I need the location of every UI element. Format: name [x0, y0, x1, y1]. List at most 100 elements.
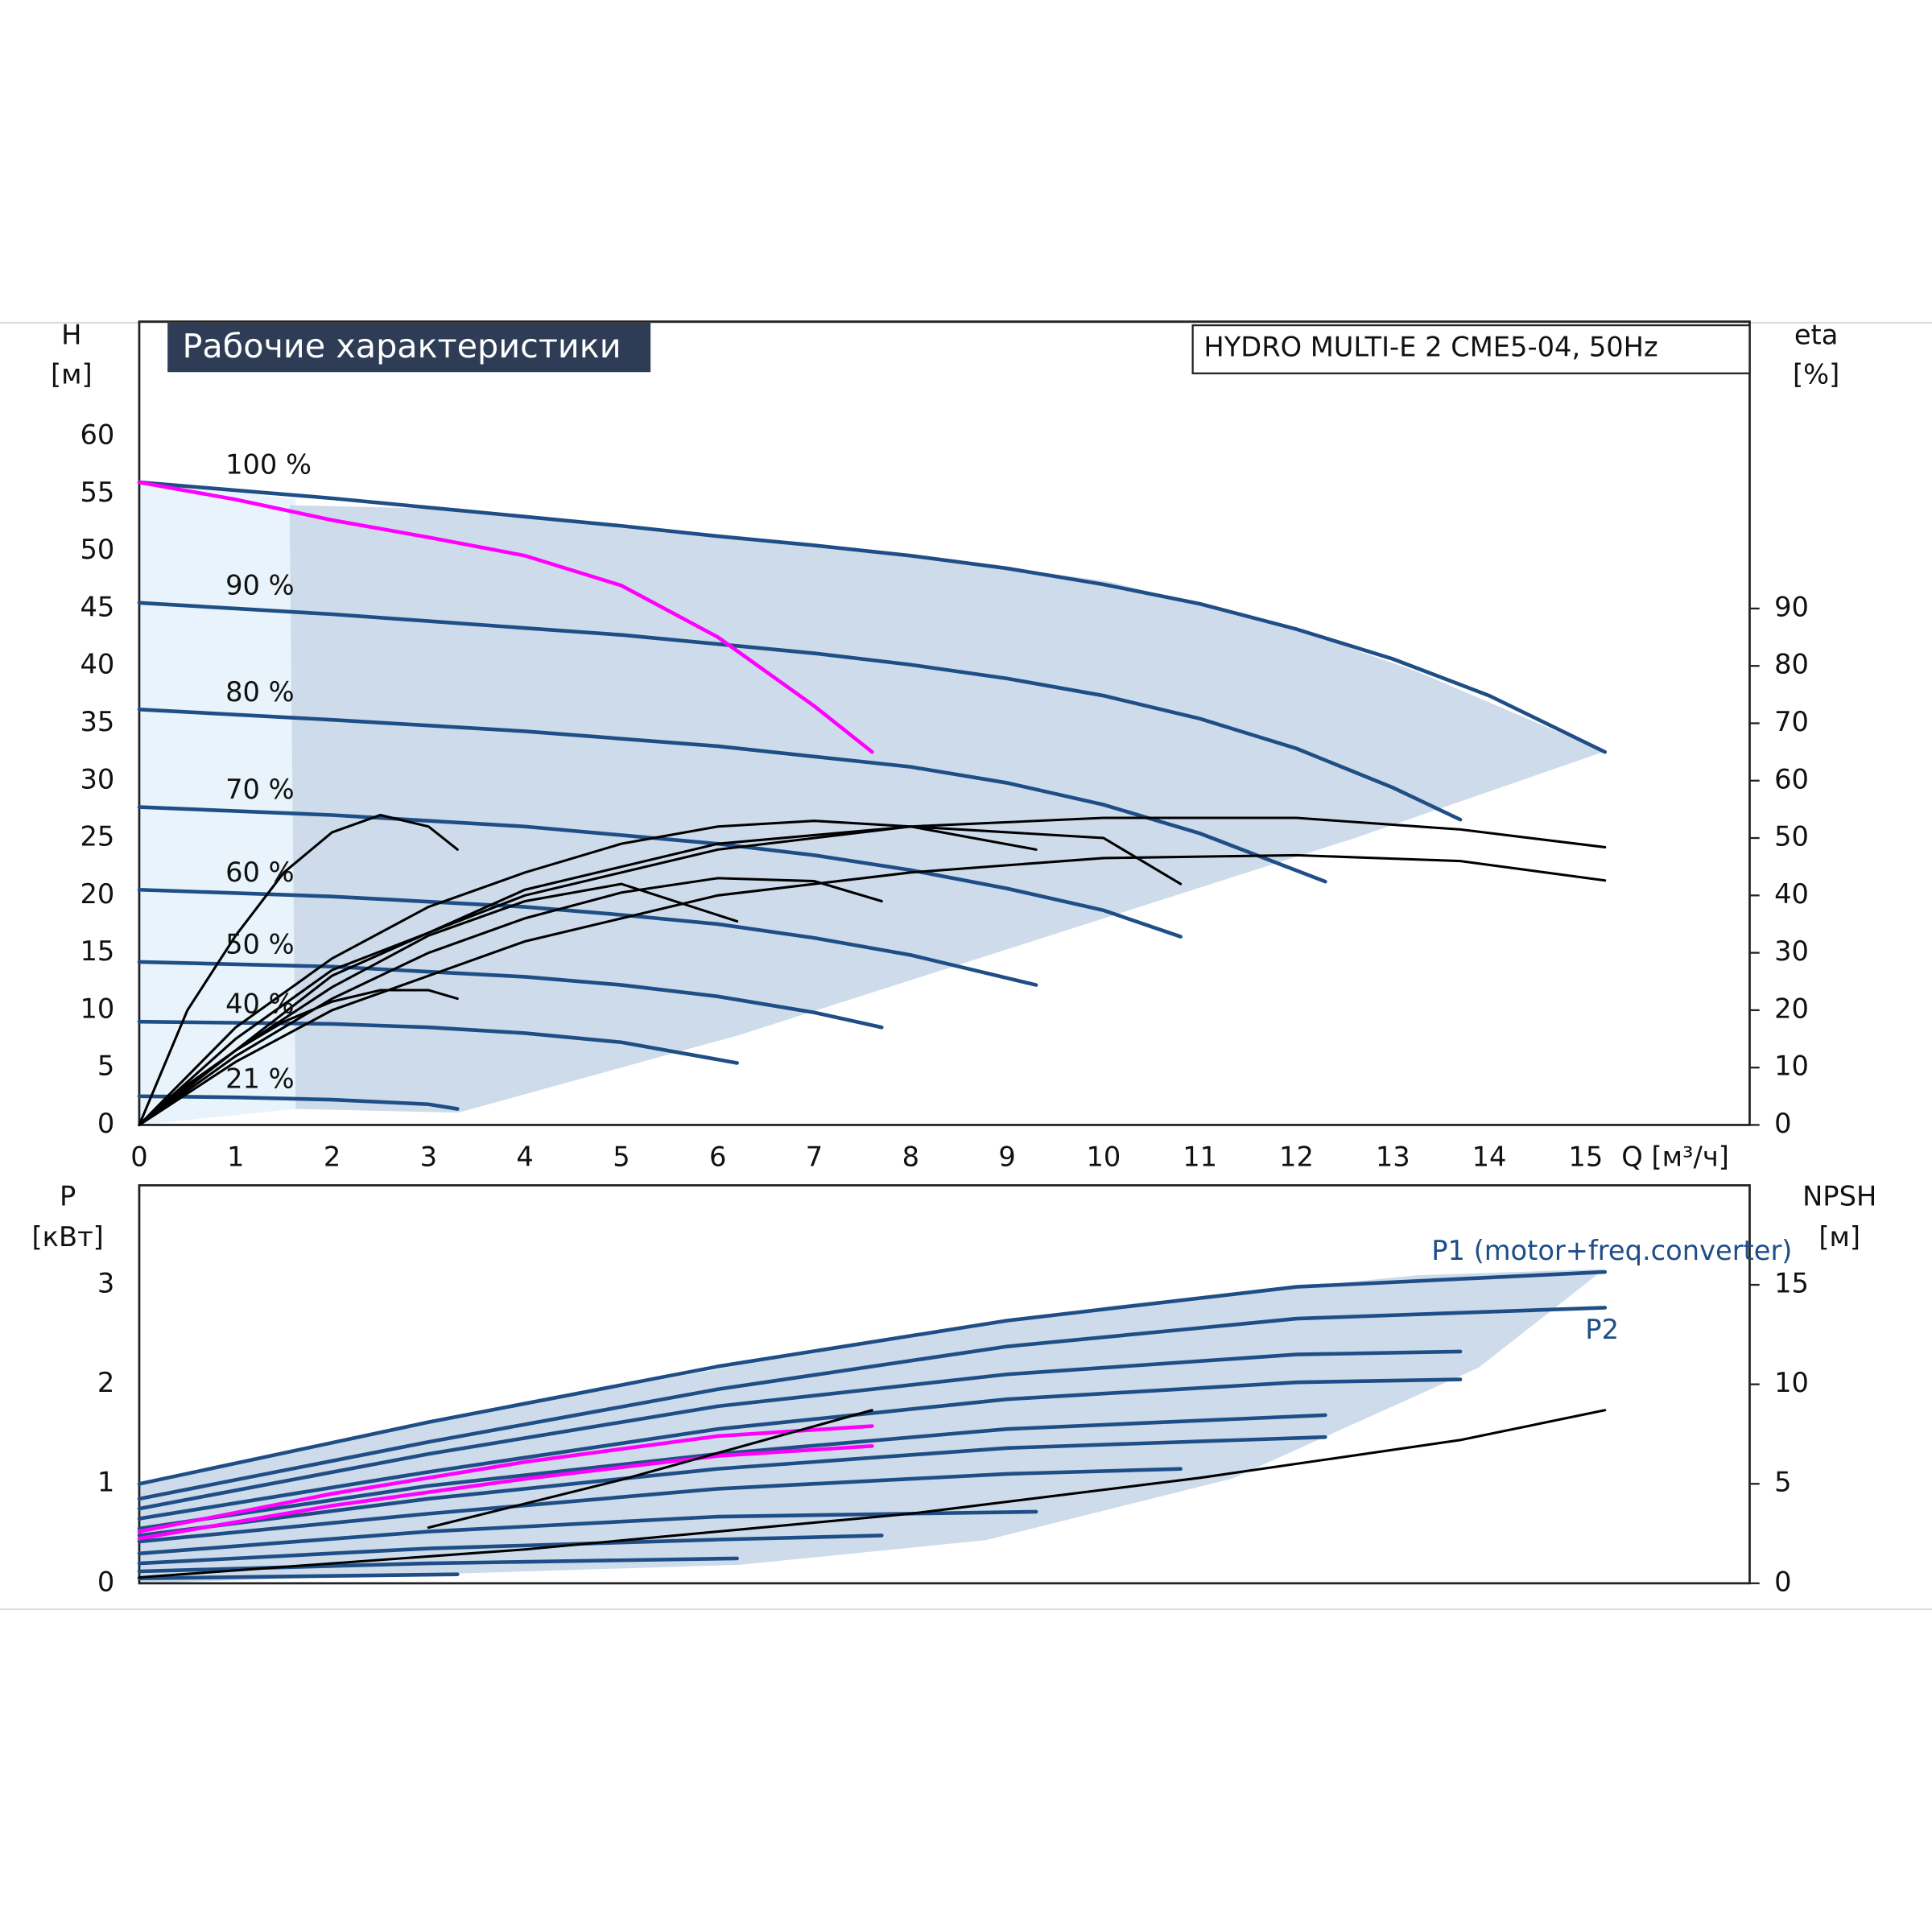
y-tick-label: 25 — [80, 821, 115, 852]
y-tick-label: 10 — [80, 993, 115, 1024]
y2-tick-label: 70 — [1774, 706, 1809, 737]
chart-title: Рабочие характеристики — [183, 327, 621, 365]
series-label: 100 % — [225, 449, 312, 481]
x-tick-label: 4 — [516, 1141, 533, 1172]
y-tick-label: 5 — [97, 1051, 114, 1082]
curve — [137, 887, 1038, 987]
y-tick-label: 1 — [97, 1467, 114, 1498]
curve — [137, 1509, 1038, 1556]
curve — [427, 1409, 873, 1530]
y2-tick-label: 5 — [1774, 1467, 1791, 1498]
x-tick-label: 12 — [1279, 1141, 1314, 1172]
curve — [137, 601, 1463, 822]
y2-tick-label: 15 — [1774, 1268, 1809, 1299]
y-tick-label: 0 — [97, 1108, 114, 1139]
y-tick-label: 30 — [80, 763, 115, 795]
y-tick-label: 15 — [80, 935, 115, 967]
y-tick-label: 45 — [80, 591, 115, 622]
grid — [138, 320, 1760, 1585]
y-axis-unit: [кВт] — [32, 1221, 104, 1253]
y2-axis-label: eta — [1794, 319, 1839, 350]
x-tick-label: 1 — [227, 1141, 244, 1172]
y2-axis-unit: [%] — [1793, 358, 1839, 390]
x-tick-label: 15 — [1568, 1141, 1603, 1172]
y-axis-label: H — [61, 319, 81, 350]
x-tick-label: 7 — [806, 1141, 823, 1172]
y2-tick-label: 10 — [1774, 1367, 1809, 1398]
curve — [138, 813, 459, 1126]
operating-area — [138, 481, 1604, 1583]
series-label: 70 % — [225, 774, 295, 805]
y-axis-unit: [м] — [51, 358, 93, 390]
curve — [137, 1572, 460, 1581]
series-label: P1 (motor+freq.converter) — [1431, 1235, 1792, 1266]
curve — [138, 877, 883, 1126]
y2-tick-label: 50 — [1774, 821, 1809, 852]
curve — [137, 1424, 874, 1534]
y2-tick-label: 20 — [1774, 993, 1809, 1024]
y2-axis-unit: [м] — [1818, 1221, 1860, 1253]
y-tick-label: 3 — [97, 1268, 114, 1299]
y2-tick-label: 0 — [1774, 1566, 1791, 1597]
curve — [137, 1444, 874, 1541]
x-tick-label: 5 — [613, 1141, 630, 1172]
series-label: 90 % — [225, 569, 295, 601]
x-tick-label: 6 — [709, 1141, 726, 1172]
series-label: 60 % — [225, 857, 295, 888]
y-tick-label: 35 — [80, 706, 115, 737]
curve — [137, 1349, 1463, 1511]
y2-tick-label: 30 — [1774, 935, 1809, 967]
x-tick-label: 13 — [1376, 1141, 1410, 1172]
series-label: 50 % — [225, 929, 295, 960]
y2-axis-label: NPSH — [1802, 1180, 1876, 1212]
x-tick-label: 9 — [998, 1141, 1015, 1172]
x-tick-label: 11 — [1183, 1141, 1217, 1172]
curve — [137, 1556, 739, 1574]
curve — [137, 1306, 1608, 1501]
labels: Рабочие характеристики HYDRO MULTI-E 2 C… — [32, 319, 1877, 1597]
title-box — [167, 323, 651, 373]
series-label: 21 % — [225, 1063, 295, 1094]
curve — [137, 708, 1327, 884]
y2-tick-label: 80 — [1774, 649, 1809, 680]
curve — [137, 960, 884, 1030]
x-tick-label: 8 — [902, 1141, 919, 1172]
y2-tick-label: 40 — [1774, 878, 1809, 910]
y-tick-label: 2 — [97, 1367, 114, 1398]
curve — [138, 825, 1183, 1126]
y-axis-label: P — [60, 1180, 76, 1212]
y2-tick-label: 60 — [1774, 763, 1809, 795]
curve — [137, 1094, 460, 1111]
curve — [138, 816, 1607, 1126]
curve — [137, 1269, 1608, 1486]
curve — [137, 1467, 1183, 1544]
plot-frame — [138, 320, 1751, 1126]
y-tick-label: 55 — [80, 477, 115, 508]
y2-tick-label: 10 — [1774, 1051, 1809, 1082]
y-tick-label: 60 — [80, 419, 115, 451]
plot-frame — [138, 1184, 1751, 1585]
curve — [138, 819, 1038, 1126]
curve — [138, 1409, 1607, 1579]
series-label: 80 % — [225, 676, 295, 708]
curve — [137, 480, 874, 754]
curve — [138, 853, 1607, 1126]
chart-subtitle: HYDRO MULTI-E 2 CME5-04, 50Hz — [1203, 332, 1657, 363]
x-axis-label: Q [м³/ч] — [1621, 1141, 1729, 1172]
y-tick-label: 20 — [80, 878, 115, 910]
y-tick-label: 40 — [80, 649, 115, 680]
y-tick-label: 0 — [97, 1566, 114, 1597]
x-tick-label: 10 — [1086, 1141, 1121, 1172]
y2-tick-label: 90 — [1774, 591, 1809, 622]
series-label: 40 % — [225, 989, 295, 1020]
curve — [137, 1435, 1327, 1538]
curve — [137, 480, 1608, 754]
x-tick-label: 3 — [420, 1141, 437, 1172]
x-tick-label: 2 — [324, 1141, 341, 1172]
curve — [137, 1019, 739, 1065]
x-tick-label: 14 — [1472, 1141, 1507, 1172]
curves — [137, 480, 1608, 1581]
y2-tick-label: 0 — [1774, 1108, 1791, 1139]
model-box — [1191, 324, 1751, 374]
